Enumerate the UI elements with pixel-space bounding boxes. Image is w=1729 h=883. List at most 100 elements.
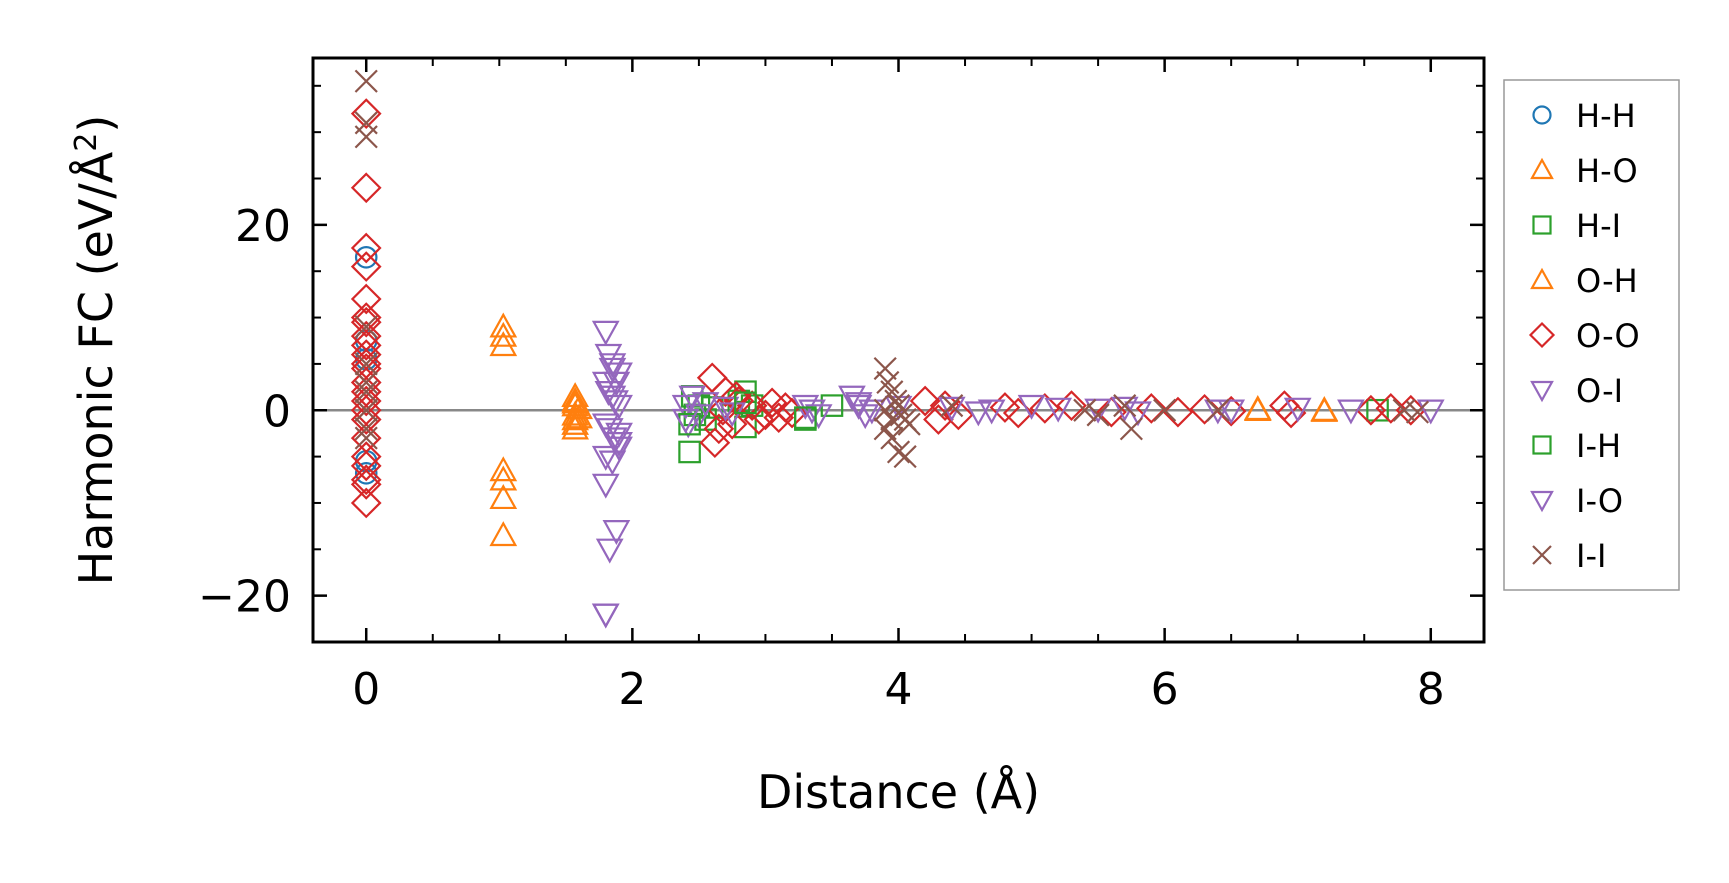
point-o-i [601, 390, 629, 416]
point-h-o [489, 484, 518, 510]
point-i-i [354, 380, 378, 404]
point-o-i [605, 422, 633, 448]
x-axis-label: Distance (Å) [757, 765, 1040, 819]
point-i-i [354, 315, 378, 339]
point-i-i [873, 356, 897, 381]
legend-marker-h-o [1530, 157, 1554, 180]
point-o-h [561, 388, 590, 414]
point-i-i [354, 417, 378, 441]
legend-label: H-O [1576, 152, 1638, 190]
series-i-h [678, 391, 817, 436]
point-o-i [691, 392, 720, 418]
point-o-o [350, 469, 382, 500]
legend-item-h-h: H-H [1532, 97, 1636, 135]
point-o-o [350, 450, 382, 482]
y-axis-label-superscript: 2 [69, 133, 104, 152]
x-tick-label: 4 [885, 664, 913, 715]
legend-marker-i-h [1532, 435, 1552, 455]
point-o-i [598, 357, 627, 383]
point-i-i [876, 370, 900, 395]
point-i-h [794, 406, 817, 429]
point-o-i [1283, 397, 1312, 423]
point-o-o [710, 376, 741, 408]
legend-marker-o-h [1530, 267, 1554, 290]
axis-labels: Distance (Å) Harmonic FC (eV/Å2) [69, 115, 1040, 819]
y-axis-label-main: Harmonic FC (eV/Å [69, 151, 123, 585]
point-o-o [699, 427, 731, 459]
point-h-o [565, 403, 594, 429]
x-tick-label: 2 [618, 664, 646, 715]
point-i-i [354, 370, 378, 395]
point-o-o [350, 232, 382, 264]
point-o-o [350, 283, 382, 315]
point-o-i [602, 520, 631, 546]
x-tick-label: 0 [352, 664, 380, 715]
point-o-i [591, 320, 620, 346]
legend-label: O-H [1576, 262, 1638, 300]
point-o-i [844, 394, 873, 420]
point-o-i [1337, 399, 1365, 425]
series-o-o [350, 98, 1427, 519]
point-i-i [940, 394, 964, 418]
point-o-o [350, 251, 382, 282]
point-o-o [1135, 393, 1167, 424]
point-o-i [598, 450, 627, 476]
point-o-i [711, 396, 740, 422]
legend-label: I-H [1576, 427, 1621, 465]
point-h-i [1366, 398, 1389, 422]
point-i-o [964, 401, 993, 427]
point-o-o [1056, 390, 1087, 421]
point-i-o [1217, 399, 1246, 425]
axes [311, 56, 1486, 644]
point-o-o [929, 390, 961, 421]
point-o-o [350, 404, 382, 435]
y-axis-label-close: ) [69, 115, 123, 133]
legend-label: H-I [1576, 207, 1621, 245]
point-o-o [350, 385, 382, 417]
point-o-i [605, 394, 633, 420]
point-o-i [595, 538, 624, 564]
point-o-i [591, 473, 620, 499]
y-tick-label: 0 [263, 386, 291, 437]
point-o-i [851, 404, 880, 430]
y-tick-label: −20 [198, 572, 291, 623]
point-o-i [591, 413, 620, 439]
point-o-i [1416, 399, 1445, 425]
legend-marker-i-o [1530, 490, 1554, 513]
legend-label: O-O [1576, 317, 1640, 355]
point-o-o [703, 413, 735, 445]
series-o-i [591, 320, 1445, 629]
point-i-o [1084, 398, 1112, 424]
point-i-o [671, 408, 700, 434]
point-o-i [591, 371, 620, 397]
legend-label: H-H [1576, 97, 1636, 135]
point-i-h [678, 412, 701, 436]
point-o-o [909, 385, 941, 417]
point-o-o [716, 408, 748, 440]
point-o-i [678, 385, 707, 411]
legend-item-i-i: I-I [1532, 537, 1606, 575]
point-o-o [350, 172, 382, 204]
point-i-i [1073, 398, 1097, 422]
point-o-i [1044, 397, 1073, 423]
point-i-o [591, 603, 620, 629]
point-o-i [718, 402, 747, 428]
point-o-h [1310, 396, 1339, 422]
legend-item-h-o: H-O [1530, 152, 1638, 190]
point-o-h [1243, 395, 1272, 421]
point-i-i [354, 69, 378, 93]
point-o-o [1275, 397, 1307, 429]
point-i-i [897, 412, 921, 436]
point-i-i [886, 394, 911, 418]
point-o-o [350, 98, 382, 129]
point-i-o [598, 353, 627, 379]
point-o-i [591, 603, 620, 629]
point-o-i [937, 396, 966, 422]
point-i-i [354, 398, 378, 422]
legend-item-o-i: O-I [1530, 372, 1623, 410]
legend-marker-i-i [1532, 545, 1552, 565]
point-i-i [1405, 400, 1430, 424]
point-h-o [489, 312, 518, 338]
legend-item-o-o: O-O [1528, 317, 1640, 355]
point-o-o [1162, 396, 1194, 428]
